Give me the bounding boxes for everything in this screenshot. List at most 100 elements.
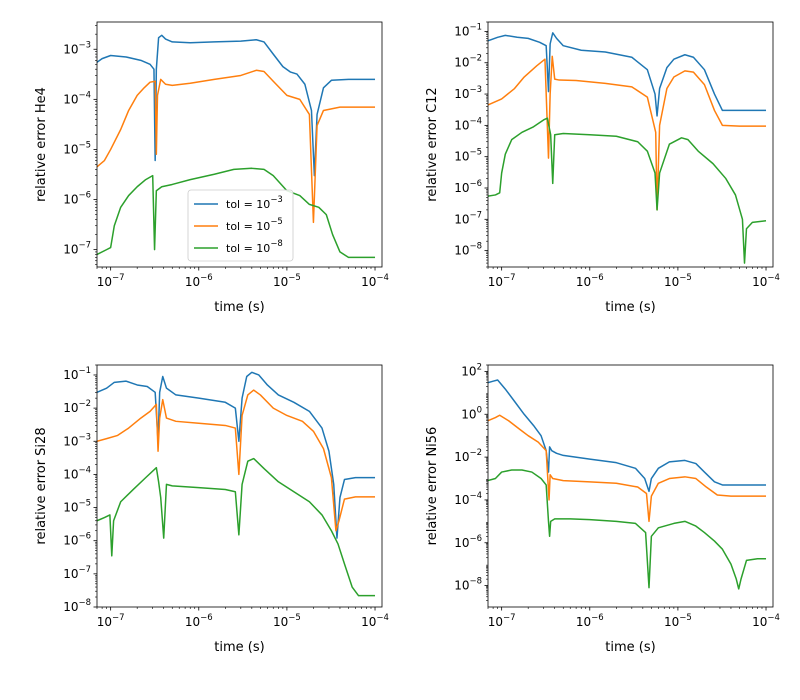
y-tick-label-base: 10 bbox=[63, 368, 78, 382]
series-line-si28-2 bbox=[97, 457, 376, 597]
y-tick-label: 10−4 bbox=[63, 465, 91, 481]
x-tick-label-base: 10 bbox=[273, 275, 288, 289]
y-tick-label-exponent: −1 bbox=[78, 366, 91, 376]
series-line-si28-1 bbox=[97, 389, 376, 532]
y-tick-label: 10−2 bbox=[454, 54, 482, 70]
y-tick-label: 10−6 bbox=[63, 532, 91, 548]
y-tick-label-base: 10 bbox=[454, 181, 469, 195]
y-tick-label: 10−8 bbox=[454, 242, 482, 258]
y-tick-label: 10−8 bbox=[454, 577, 482, 593]
legend-entry-label: tol = 10−3 bbox=[226, 195, 283, 211]
y-tick-label-base: 10 bbox=[454, 493, 469, 507]
y-tick-label-exponent: 0 bbox=[477, 405, 482, 415]
y-tick-label: 10−1 bbox=[63, 366, 91, 382]
y-axis-label: relative error He4 bbox=[34, 87, 49, 202]
axes-frame-c12 bbox=[487, 21, 774, 268]
x-tick-label-exponent: −5 bbox=[679, 273, 692, 283]
y-tick-label-exponent: −4 bbox=[469, 491, 482, 501]
legend-frame bbox=[187, 189, 294, 262]
y-tick-label: 10−6 bbox=[454, 179, 482, 195]
y-tick-label-base: 10 bbox=[454, 536, 469, 550]
y-tick-label-base: 10 bbox=[454, 87, 469, 101]
subplot-ni56: 10−7 10−6 10−5 10−410−810−610−410−2100102ti… bbox=[425, 362, 780, 655]
y-axis-label: relative error Ni56 bbox=[425, 427, 440, 546]
y-tick-label-exponent: −3 bbox=[78, 432, 91, 442]
y-tick-label: 102 bbox=[461, 362, 482, 378]
y-tick-label-base: 10 bbox=[63, 42, 78, 56]
y-tick-label-exponent: −2 bbox=[78, 399, 91, 409]
x-tick-label: 10−4 bbox=[752, 273, 780, 289]
y-tick-label-base: 10 bbox=[63, 467, 78, 481]
x-tick-label: 10−6 bbox=[185, 273, 213, 289]
y-tick-label-base: 10 bbox=[63, 401, 78, 415]
x-tick-label-base: 10 bbox=[576, 615, 591, 629]
x-tick-label: 10−4 bbox=[752, 613, 780, 629]
y-tick-label-base: 10 bbox=[63, 434, 78, 448]
y-tick-label: 10−4 bbox=[454, 491, 482, 507]
y-tick-label-exponent: −4 bbox=[78, 465, 91, 475]
x-tick-label-base: 10 bbox=[664, 275, 679, 289]
x-tick-label-exponent: −5 bbox=[679, 613, 692, 623]
y-tick-label: 10−7 bbox=[63, 241, 91, 257]
x-tick-label: 10−7 bbox=[488, 613, 516, 629]
y-tick-label-base: 10 bbox=[454, 118, 469, 132]
y-tick-label: 10−4 bbox=[454, 116, 482, 132]
x-tick-label-base: 10 bbox=[185, 615, 200, 629]
y-tick-label-exponent: −2 bbox=[469, 54, 482, 64]
x-tick-label: 10−5 bbox=[273, 273, 301, 289]
y-tick-label: 10−2 bbox=[63, 399, 91, 415]
y-tick-label-base: 10 bbox=[461, 407, 476, 421]
x-tick-label: 10−5 bbox=[273, 613, 301, 629]
y-tick-label-exponent: −7 bbox=[469, 210, 482, 220]
x-tick-label-exponent: −4 bbox=[376, 273, 389, 283]
series-line-c12-1 bbox=[488, 55, 767, 211]
legend-entry-label-base: tol = 10 bbox=[226, 198, 270, 211]
y-tick-label-exponent: −3 bbox=[469, 85, 482, 95]
y-tick-label-base: 10 bbox=[63, 142, 78, 156]
legend-entry-label-exponent: −8 bbox=[270, 239, 283, 249]
y-tick-label-base: 10 bbox=[63, 600, 78, 614]
series-line-ni56-2 bbox=[488, 469, 767, 590]
y-tick-label-exponent: −8 bbox=[469, 242, 482, 252]
x-tick-label-base: 10 bbox=[752, 275, 767, 289]
y-tick-label-base: 10 bbox=[63, 567, 78, 581]
series-line-ni56-1 bbox=[488, 414, 767, 523]
legend-entry-label: tol = 10−5 bbox=[226, 217, 283, 233]
legend: tol = 10−3 tol = 10−5 tol = 10 −8 bbox=[187, 189, 294, 262]
x-tick-label-base: 10 bbox=[488, 615, 503, 629]
x-tick-label-base: 10 bbox=[361, 275, 376, 289]
x-tick-label-base: 10 bbox=[576, 275, 591, 289]
y-tick-label-base: 10 bbox=[454, 212, 469, 226]
x-tick-label-base: 10 bbox=[752, 615, 767, 629]
y-tick-label-base: 10 bbox=[63, 92, 78, 106]
y-tick-label-exponent: −6 bbox=[78, 191, 91, 201]
x-tick-label-base: 10 bbox=[488, 275, 503, 289]
axes-frame-ni56 bbox=[487, 364, 774, 608]
x-tick-label-exponent: −7 bbox=[503, 273, 516, 283]
subplot-he4: 10−7 10−6 10−5 10−410−710−610−510−410−3time… bbox=[34, 21, 389, 315]
x-tick-label-base: 10 bbox=[97, 275, 112, 289]
y-tick-label-exponent: −1 bbox=[469, 22, 482, 32]
x-tick-label-exponent: −4 bbox=[767, 613, 780, 623]
y-tick-label: 10−6 bbox=[454, 534, 482, 550]
subplot-c12: 10−7 10−6 10−5 10−410−810−710−610−510−410−3… bbox=[425, 21, 780, 315]
y-tick-label-exponent: −6 bbox=[469, 534, 482, 544]
y-tick-label: 10−2 bbox=[454, 448, 482, 464]
y-tick-label-exponent: −5 bbox=[78, 140, 91, 150]
x-tick-label: 10−7 bbox=[97, 273, 125, 289]
y-tick-label: 10−8 bbox=[63, 598, 91, 614]
y-tick-label: 10−3 bbox=[454, 85, 482, 101]
x-tick-label-exponent: −6 bbox=[200, 613, 213, 623]
y-tick-label-exponent: −5 bbox=[469, 148, 482, 158]
x-tick-label-exponent: −7 bbox=[112, 613, 125, 623]
y-tick-label-exponent: −4 bbox=[78, 90, 91, 100]
y-tick-label: 10−7 bbox=[63, 565, 91, 581]
y-tick-label: 10−3 bbox=[63, 432, 91, 448]
legend-entry-label-exponent: −5 bbox=[270, 217, 283, 227]
x-tick-label: 10−5 bbox=[664, 273, 692, 289]
x-axis-label: time (s) bbox=[214, 640, 264, 655]
x-tick-label-exponent: −4 bbox=[767, 273, 780, 283]
series-line-he4-2 bbox=[97, 167, 376, 259]
x-tick-label-base: 10 bbox=[273, 615, 288, 629]
x-axis-label: time (s) bbox=[214, 300, 264, 315]
